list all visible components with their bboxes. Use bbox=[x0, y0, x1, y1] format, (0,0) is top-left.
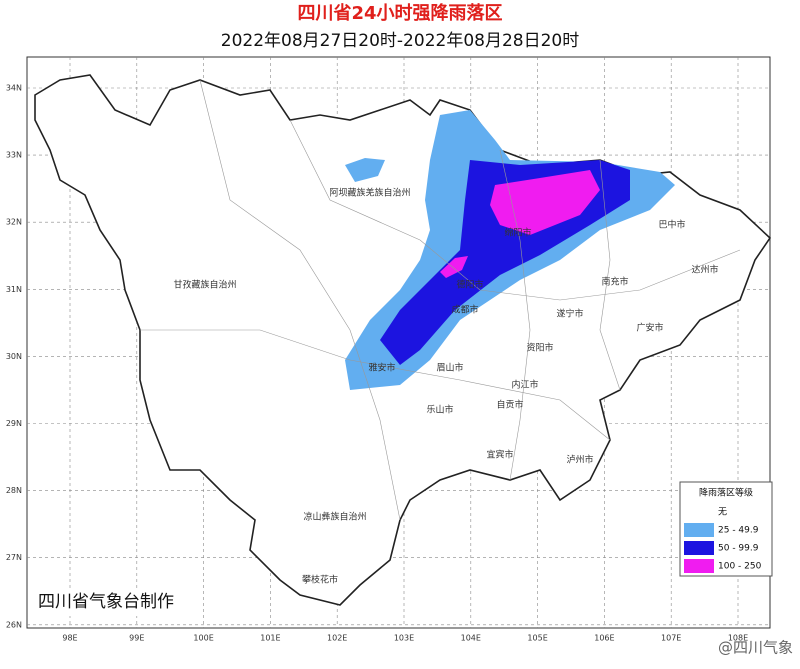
boundary bbox=[140, 329, 611, 441]
boundary bbox=[289, 119, 741, 301]
title: 四川省24小时强降雨落区 bbox=[297, 2, 502, 24]
rain-area bbox=[440, 256, 468, 278]
place-label: 攀枝花市 bbox=[302, 574, 338, 586]
place-label: 资阳市 bbox=[526, 342, 553, 354]
credit: 四川省气象台制作 bbox=[38, 592, 174, 612]
rain-area bbox=[490, 170, 600, 235]
legend: 降雨落区等级 无 25 - 49.9 50 - 99.9 100 - 250 bbox=[679, 481, 773, 577]
lon-label: 105E bbox=[527, 634, 547, 643]
legend-label: 25 - 49.9 bbox=[718, 526, 759, 536]
legend-swatch bbox=[684, 505, 714, 519]
lon-label: 107E bbox=[661, 634, 681, 643]
lat-label: 27N bbox=[6, 553, 22, 562]
lat-label: 33N bbox=[6, 151, 22, 160]
lat-label: 26N bbox=[6, 620, 22, 629]
legend-label: 100 - 250 bbox=[718, 562, 762, 572]
lon-label: 108E bbox=[728, 634, 748, 643]
place-label: 遂宁市 bbox=[556, 308, 583, 320]
lon-label: 98E bbox=[62, 634, 77, 643]
boundary bbox=[499, 149, 531, 481]
place-label: 绵阳市 bbox=[504, 227, 531, 239]
boundary bbox=[199, 79, 401, 521]
lat-label: 28N bbox=[6, 486, 22, 495]
legend-swatch bbox=[684, 541, 714, 555]
legend-label: 无 bbox=[718, 507, 727, 518]
subtitle: 2022年08月27日20时-2022年08月28日20时 bbox=[221, 31, 579, 51]
place-label: 内江市 bbox=[511, 379, 538, 391]
legend-swatch bbox=[684, 559, 714, 573]
place-label: 达州市 bbox=[691, 264, 718, 276]
lon-label: 106E bbox=[594, 634, 614, 643]
lon-label: 99E bbox=[129, 634, 144, 643]
lon-label: 102E bbox=[327, 634, 347, 643]
place-label: 乐山市 bbox=[426, 404, 453, 416]
legend-title: 降雨落区等级 bbox=[699, 487, 753, 499]
place-label: 甘孜藏族自治州 bbox=[173, 279, 236, 291]
boundary bbox=[599, 159, 621, 391]
place-label: 巴中市 bbox=[658, 219, 685, 231]
legend-label: 50 - 99.9 bbox=[718, 544, 759, 554]
place-label: 南充市 bbox=[601, 276, 628, 288]
lat-label: 30N bbox=[6, 352, 22, 361]
legend-swatch bbox=[684, 523, 714, 537]
watermark: @四川气象 bbox=[718, 639, 793, 657]
place-label: 成都市 bbox=[451, 304, 478, 316]
place-label: 自贡市 bbox=[496, 399, 523, 411]
place-label: 泸州市 bbox=[566, 454, 593, 466]
lon-label: 100E bbox=[193, 634, 213, 643]
lon-label: 101E bbox=[260, 634, 280, 643]
rainfall-areas bbox=[345, 110, 675, 390]
lat-label: 34N bbox=[6, 84, 22, 93]
lat-label: 29N bbox=[6, 419, 22, 428]
place-label: 宜宾市 bbox=[486, 449, 513, 461]
county-boundaries bbox=[140, 79, 741, 521]
lat-label: 31N bbox=[6, 285, 22, 294]
lat-label: 32N bbox=[6, 218, 22, 227]
place-label: 眉山市 bbox=[436, 362, 463, 374]
rain-area bbox=[345, 158, 385, 182]
place-label: 雅安市 bbox=[368, 362, 395, 374]
place-label: 凉山彝族自治州 bbox=[303, 511, 366, 523]
credit-box bbox=[32, 588, 200, 616]
place-label: 广安市 bbox=[636, 322, 663, 334]
place-label: 阿坝藏族羌族自治州 bbox=[329, 187, 410, 199]
lon-label: 103E bbox=[394, 634, 414, 643]
place-label: 德阳市 bbox=[456, 279, 483, 291]
lon-label: 104E bbox=[461, 634, 481, 643]
